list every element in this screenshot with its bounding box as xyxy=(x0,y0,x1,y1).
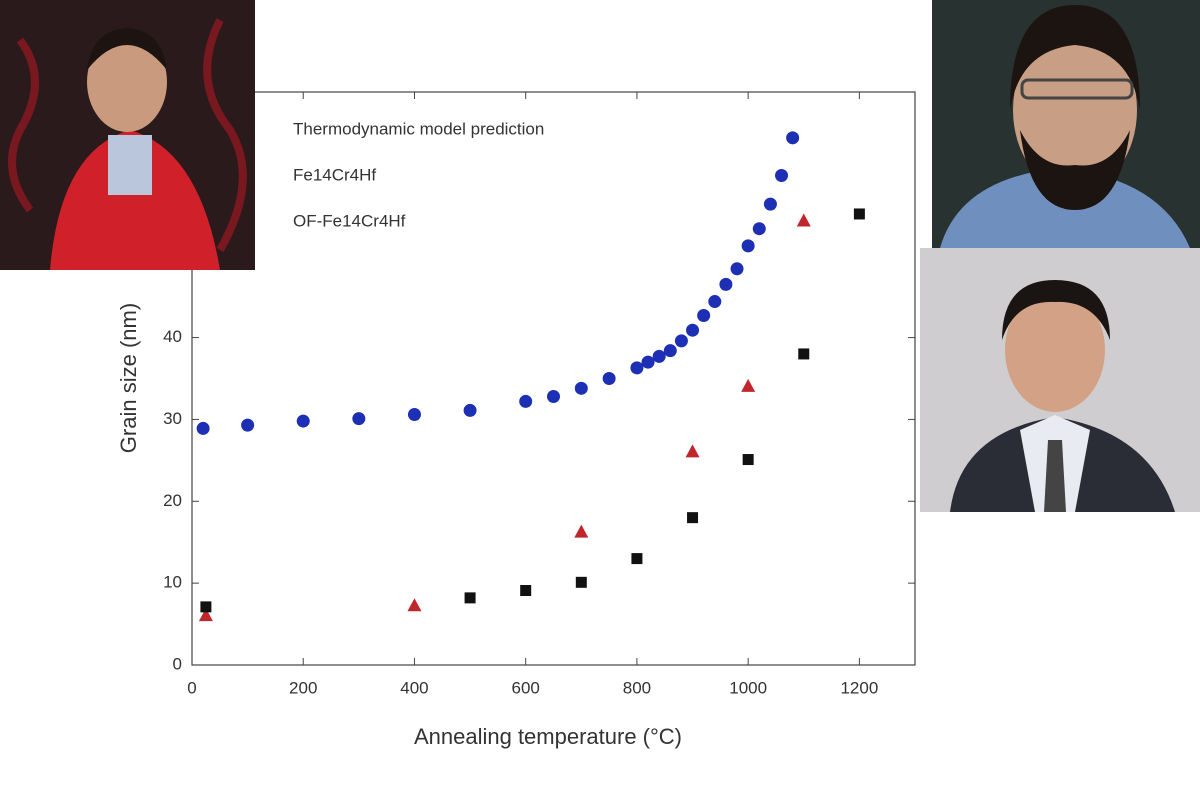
data-point xyxy=(663,344,677,358)
data-point xyxy=(775,168,789,182)
data-point xyxy=(853,208,865,220)
data-point xyxy=(685,444,700,458)
data-point xyxy=(798,348,810,360)
data-point xyxy=(547,390,560,404)
x-tick-label: 600 xyxy=(512,678,540,697)
data-point xyxy=(763,197,777,211)
y-tick-label: 0 xyxy=(173,654,182,673)
x-tick-label: 200 xyxy=(289,678,317,697)
data-point xyxy=(697,308,711,322)
x-tick-label: 1200 xyxy=(840,678,878,697)
plot-area: 0 200 400 600 800 1000 1200 0 10 20 30 40 xyxy=(163,92,915,697)
x-tick-label: 800 xyxy=(623,678,651,697)
data-point xyxy=(674,334,688,348)
data-point xyxy=(641,355,655,369)
y-axis-label: Grain size (nm) xyxy=(116,303,141,453)
y-tick-label: 20 xyxy=(163,491,182,510)
data-point xyxy=(574,381,588,395)
data-point xyxy=(574,524,589,538)
data-point xyxy=(196,421,210,435)
data-point xyxy=(296,414,310,428)
data-point xyxy=(519,394,533,408)
data-point xyxy=(352,412,366,426)
data-point xyxy=(200,601,212,613)
x-tick-label: 400 xyxy=(400,678,428,697)
data-point xyxy=(752,222,766,236)
legend-label: Fe14Cr4Hf xyxy=(293,165,376,184)
data-point xyxy=(786,131,800,145)
data-point xyxy=(602,372,616,385)
x-tick-label: 1000 xyxy=(729,678,767,697)
y-tick-label: 10 xyxy=(163,573,182,592)
data-point xyxy=(575,576,587,588)
data-point xyxy=(464,592,476,604)
plot-frame xyxy=(191,91,916,666)
data-point xyxy=(241,418,255,432)
legend-label: OF-Fe14Cr4Hf xyxy=(293,211,406,230)
data-point xyxy=(198,608,213,622)
data-point xyxy=(407,408,421,422)
data-point xyxy=(687,512,699,524)
data-point xyxy=(741,378,756,392)
photo xyxy=(932,0,1200,248)
x-tick-label: 0 xyxy=(187,678,196,697)
data-point xyxy=(708,295,722,309)
data-point xyxy=(520,585,532,597)
data-point xyxy=(652,349,666,363)
y-tick-label: 30 xyxy=(163,409,182,428)
data-point xyxy=(796,213,811,227)
data-point xyxy=(407,598,422,612)
data-point xyxy=(730,262,744,276)
photo xyxy=(920,248,1200,512)
y-tick-label: 40 xyxy=(163,327,182,346)
x-axis-label: Annealing temperature (°C) xyxy=(414,724,682,749)
data-point xyxy=(686,323,700,337)
data-point xyxy=(630,361,644,375)
data-point xyxy=(631,553,643,565)
data-point xyxy=(742,454,754,466)
photo xyxy=(0,0,255,270)
legend-label: Thermodynamic model prediction xyxy=(293,119,544,138)
data-point xyxy=(463,403,477,417)
data-point xyxy=(741,239,755,253)
data-point xyxy=(719,277,733,291)
